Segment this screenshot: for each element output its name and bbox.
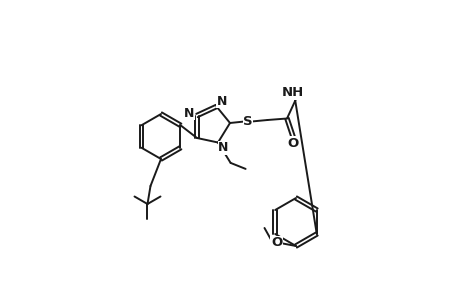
Text: S: S — [243, 115, 252, 128]
Text: N: N — [184, 106, 194, 120]
Text: O: O — [270, 236, 281, 250]
Text: NH: NH — [281, 86, 303, 99]
Text: N: N — [218, 141, 228, 154]
Text: N: N — [216, 94, 227, 108]
Text: O: O — [287, 136, 298, 150]
